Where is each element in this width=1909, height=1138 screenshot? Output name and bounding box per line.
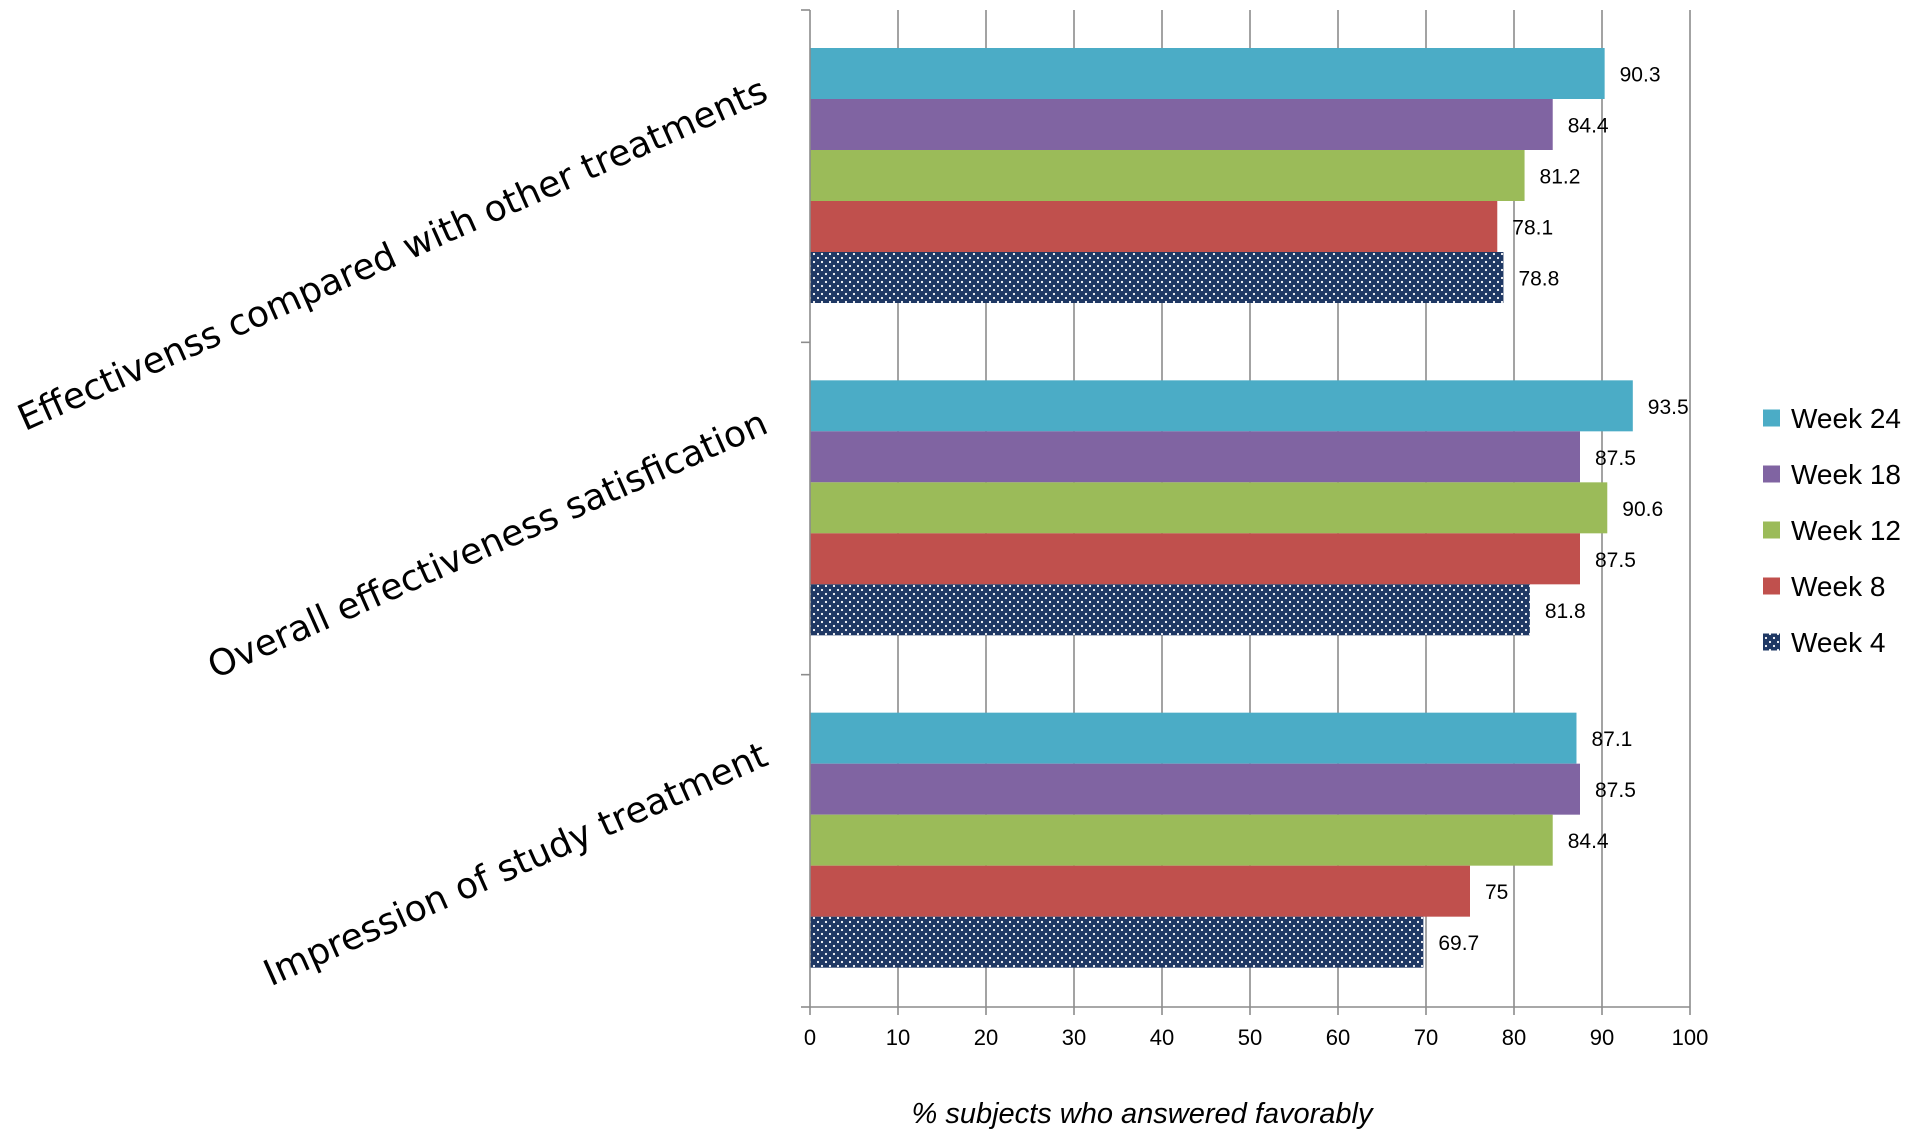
x-tick-label: 70	[1414, 1025, 1438, 1050]
legend: Week 24 Week 18 Week 12 Week 8 Week 4	[1763, 403, 1901, 658]
bar-week-24-cat-0	[810, 48, 1605, 99]
x-tick-label: 30	[1062, 1025, 1086, 1050]
bar-week-4-cat-2	[810, 916, 1424, 968]
bar-week-18-cat-1	[810, 431, 1580, 483]
x-axis-title: % subjects who answered favorably	[911, 1098, 1374, 1130]
data-label: 78.1	[1512, 217, 1553, 240]
bar-week-4-cat-1	[810, 584, 1530, 636]
bar-week-24-cat-2	[810, 712, 1577, 764]
axes-group: 0 10 20 30 40 50 60 70 80 90 100	[801, 9, 1709, 1050]
bar-week-4-cat-0	[810, 252, 1504, 303]
legend-label: Week 18	[1791, 459, 1901, 490]
legend-swatch-week-4	[1763, 633, 1780, 651]
legend-swatch-week-8	[1763, 577, 1780, 595]
data-labels-group: 90.3 84.4 81.2 78.1 78.8 93.5 87.5 90.6 87.5 81.8…	[1438, 64, 1688, 956]
bar-week-8-cat-0	[810, 201, 1498, 252]
data-label: 78.8	[1518, 268, 1559, 291]
legend-label: Week 24	[1791, 403, 1901, 434]
x-tick-label: 40	[1150, 1025, 1174, 1050]
x-tick-label: 50	[1238, 1025, 1262, 1050]
legend-swatch-week-24	[1763, 409, 1780, 427]
data-label: 75	[1485, 881, 1508, 904]
legend-label: Week 12	[1791, 515, 1901, 546]
data-label: 84.4	[1568, 830, 1609, 853]
x-tick-label: 80	[1502, 1025, 1526, 1050]
x-tick-label: 20	[974, 1025, 998, 1050]
data-label: 93.5	[1648, 396, 1689, 419]
data-label: 90.3	[1620, 64, 1661, 87]
x-tick-label: 10	[886, 1025, 910, 1050]
bar-week-24-cat-1	[810, 380, 1633, 432]
legend-swatch-week-12	[1763, 521, 1780, 539]
legend-swatch-week-18	[1763, 465, 1780, 483]
bar-week-8-cat-1	[810, 533, 1580, 585]
x-tick-label: 100	[1672, 1025, 1709, 1050]
x-tick-label: 0	[804, 1025, 816, 1050]
category-label: Overall effectiveness satisfication	[202, 403, 774, 688]
bar-week-12-cat-0	[810, 150, 1525, 201]
bars-group	[810, 48, 1633, 968]
x-tick-label: 90	[1590, 1025, 1614, 1050]
legend-label: Week 4	[1791, 627, 1885, 658]
data-label: 84.4	[1568, 115, 1609, 138]
data-label: 87.1	[1591, 728, 1632, 751]
data-label: 87.5	[1595, 549, 1636, 572]
data-label: 87.5	[1595, 447, 1636, 470]
data-label: 69.7	[1438, 932, 1479, 955]
data-label: 81.2	[1540, 166, 1581, 189]
legend-label: Week 8	[1791, 571, 1885, 602]
data-label: 81.8	[1545, 600, 1586, 623]
category-label: Effectivenss compared with other treatme…	[12, 70, 774, 439]
bar-week-12-cat-1	[810, 482, 1608, 534]
data-label: 87.5	[1595, 779, 1636, 802]
bar-week-12-cat-2	[810, 814, 1553, 866]
category-label: Impression of study treatment	[258, 735, 774, 995]
bar-week-18-cat-0	[810, 99, 1553, 150]
data-label: 90.6	[1622, 498, 1663, 521]
x-tick-label: 60	[1326, 1025, 1350, 1050]
bar-week-18-cat-2	[810, 763, 1580, 815]
bar-week-8-cat-2	[810, 865, 1470, 917]
category-labels-group: Effectivenss compared with other treatme…	[12, 70, 774, 994]
